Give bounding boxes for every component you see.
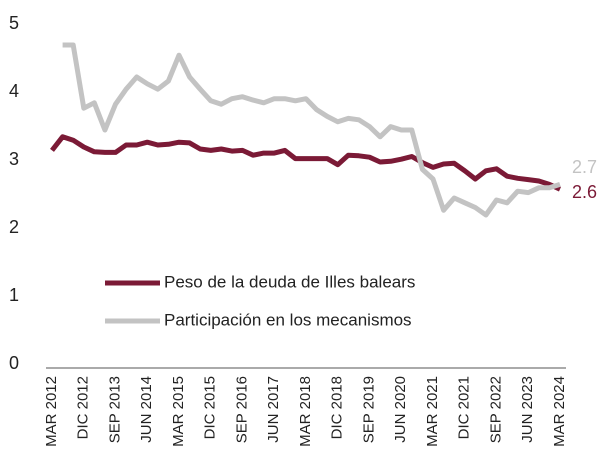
y-tick-label: 1: [9, 285, 19, 305]
legend-label: Participación en los mecanismos: [164, 310, 412, 329]
x-tick-label: SEP 2016: [233, 376, 250, 443]
x-tick-label: SEP 2022: [487, 376, 504, 443]
x-tick-label: MAR 2015: [170, 376, 187, 447]
y-tick-label: 2: [9, 217, 19, 237]
y-tick-label: 0: [9, 353, 19, 373]
value-label: 2.6: [572, 182, 597, 202]
x-tick-label: MAR 2012: [43, 376, 60, 447]
x-tick-label: DIC 2015: [202, 376, 219, 439]
y-tick-label: 5: [9, 13, 19, 33]
x-tick-label: JUN 2014: [138, 376, 155, 443]
x-tick-label: MAR 2018: [297, 376, 314, 447]
x-tick-label: DIC 2012: [75, 376, 92, 439]
x-tick-label: SEP 2019: [360, 376, 377, 443]
x-tick-label: DIC 2021: [456, 376, 473, 439]
x-tick-label: SEP 2013: [106, 376, 123, 443]
legend-label: Peso de la deuda de Illes balears: [164, 272, 415, 291]
x-tick-label: MAR 2024: [551, 376, 568, 447]
y-tick-label: 4: [9, 81, 19, 101]
x-tick-label: JUN 2020: [392, 376, 409, 443]
x-tick-label: JUN 2017: [265, 376, 282, 443]
series-line: [62, 42, 561, 218]
x-tick-label: JUN 2023: [519, 376, 536, 443]
x-tick-label: MAR 2021: [424, 376, 441, 447]
y-tick-label: 3: [9, 149, 19, 169]
series-line: [50, 134, 562, 192]
x-tick-label: DIC 2018: [329, 376, 346, 439]
value-label: 2.7: [572, 157, 597, 177]
